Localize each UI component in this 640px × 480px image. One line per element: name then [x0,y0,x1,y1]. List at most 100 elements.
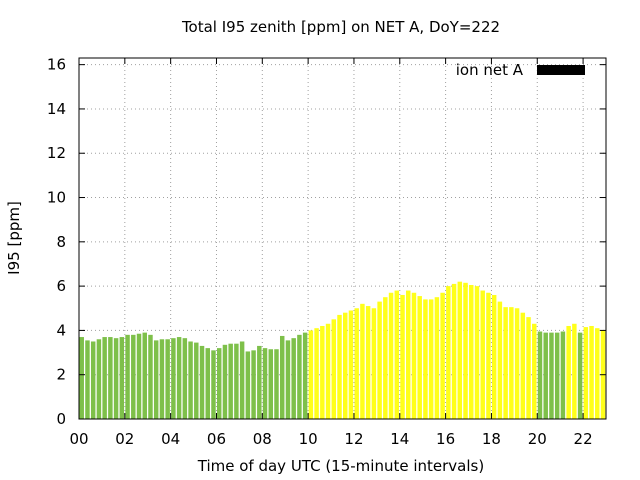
bar [383,297,388,419]
bar [205,348,210,419]
bar [388,292,394,419]
bar [211,350,216,419]
bar [520,312,526,419]
chart-title: Total I95 zenith [ppm] on NET A, DoY=222 [181,18,500,36]
x-tick-label: 06 [207,430,226,448]
bar [153,340,159,419]
bar [589,325,594,419]
bar [136,333,142,419]
bar [577,332,583,419]
bar [377,301,382,419]
bar [182,338,188,419]
bar [446,286,451,419]
bar [268,349,274,419]
bar [469,285,474,419]
bar [572,323,577,419]
bar [96,339,102,419]
bar [239,341,245,419]
bar [371,308,377,419]
bar [331,319,337,419]
bar [463,282,468,419]
bar [245,351,251,419]
x-tick-label: 08 [253,430,272,448]
bar [308,330,314,419]
bar [216,348,222,419]
bar [325,323,331,419]
y-tick-label: 2 [56,366,66,384]
bar [85,340,90,419]
bar [360,303,365,419]
y-tick-label: 0 [56,410,66,428]
bar [125,334,130,419]
bar [595,328,600,419]
bar [279,335,285,419]
ticks [78,58,606,420]
x-tick-label: 12 [344,430,363,448]
legend-swatch [537,65,585,75]
bar [503,307,508,419]
x-tick-label: 22 [574,430,593,448]
bar [560,331,566,419]
bar [532,323,537,419]
bar [176,337,182,419]
bar [451,283,457,419]
bar [131,334,136,419]
bar [291,338,296,419]
y-tick-label: 12 [47,144,66,162]
bar [428,299,434,419]
bar [234,343,239,419]
x-tick-label: 16 [436,430,455,448]
bar [79,337,84,419]
bars [79,281,606,419]
bar [119,337,125,419]
bar [554,332,560,419]
bar [400,294,405,419]
bar [440,292,445,419]
bar [394,290,400,419]
bar [302,332,308,419]
bar [526,317,531,419]
bar [348,310,354,419]
bar [113,338,119,419]
bar [537,331,543,419]
x-tick-label: 04 [161,430,180,448]
y-tick-label: 10 [47,189,66,207]
bar [108,337,113,419]
legend-label: ion net A [456,61,524,79]
bar [434,297,440,419]
y-tick-label: 16 [47,56,66,74]
grid [79,58,606,419]
bar [171,338,176,419]
bar [194,342,199,419]
bar [337,314,342,419]
bar [320,325,325,419]
bar [257,345,262,419]
x-tick-label: 20 [528,430,547,448]
bar [262,348,268,419]
bar [314,328,319,419]
bar [406,290,411,419]
bar [142,332,147,419]
y-tick-label: 6 [56,277,66,295]
bar [486,292,491,419]
bar [583,327,589,419]
bar [297,334,302,419]
bar [411,292,417,419]
plot-frame [78,57,607,420]
bar [566,325,571,419]
x-tick-label: 18 [482,430,501,448]
x-tick-label: 02 [115,430,134,448]
bar [480,290,485,419]
bar [228,343,233,419]
bar [274,349,279,419]
bar [102,337,107,419]
y-tick-label: 4 [56,321,66,339]
y-axis-label: I95 [ppm] [5,201,23,275]
bar [90,341,96,419]
y-tick-label: 14 [47,100,66,118]
bar [251,350,256,419]
x-tick-label: 14 [390,430,409,448]
bar [417,296,422,419]
